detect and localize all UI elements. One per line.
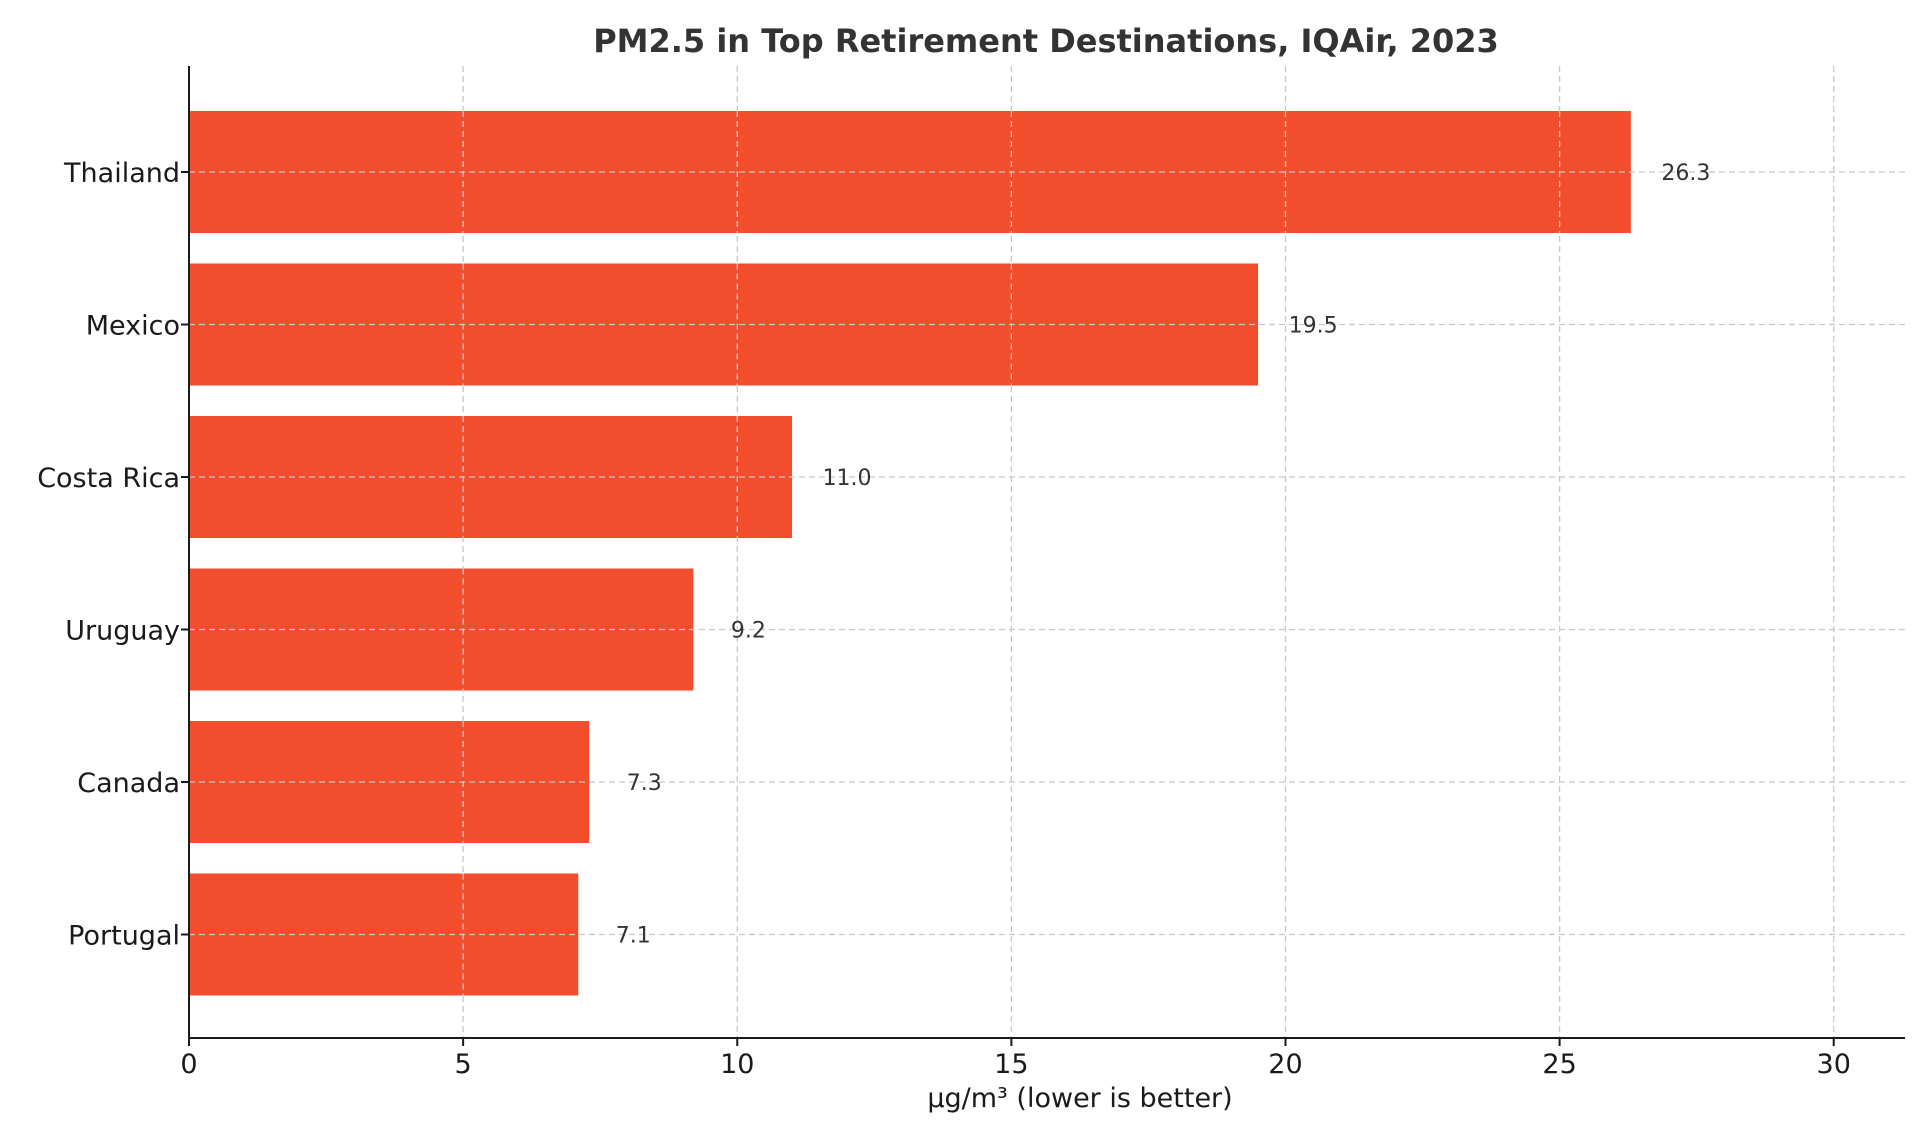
axes xyxy=(181,66,1905,1046)
x-tick-label: 25 xyxy=(1542,1049,1576,1080)
x-tick-label: 15 xyxy=(994,1049,1028,1080)
category-label: Uruguay xyxy=(65,616,180,647)
category-label: Costa Rica xyxy=(37,463,180,494)
category-label: Portugal xyxy=(68,921,180,952)
x-tick-label: 5 xyxy=(455,1049,472,1080)
data-label: 26.3 xyxy=(1661,161,1710,186)
category-label: Mexico xyxy=(86,311,180,342)
x-tick-label: 10 xyxy=(720,1049,754,1080)
x-tick-label: 30 xyxy=(1817,1049,1851,1080)
x-tick-label: 0 xyxy=(180,1049,197,1080)
bars xyxy=(189,111,1631,996)
data-label: 11.0 xyxy=(823,466,872,491)
x-tick-label: 20 xyxy=(1268,1049,1302,1080)
data-label: 19.5 xyxy=(1289,314,1338,339)
labels: 0 5 10 15 20 25 30 Thailand Mexico Costa Rica Urug… xyxy=(37,158,1851,1080)
category-label: Thailand xyxy=(63,158,180,189)
x-axis-label: µg/m³ (lower is better) xyxy=(927,1083,1232,1114)
category-label: Canada xyxy=(77,768,180,799)
data-label: 9.2 xyxy=(731,619,766,644)
chart-title: PM2.5 in Top Retirement Destinations, IQ… xyxy=(593,22,1499,60)
data-label: 7.1 xyxy=(616,924,651,949)
data-label: 7.3 xyxy=(627,771,662,796)
